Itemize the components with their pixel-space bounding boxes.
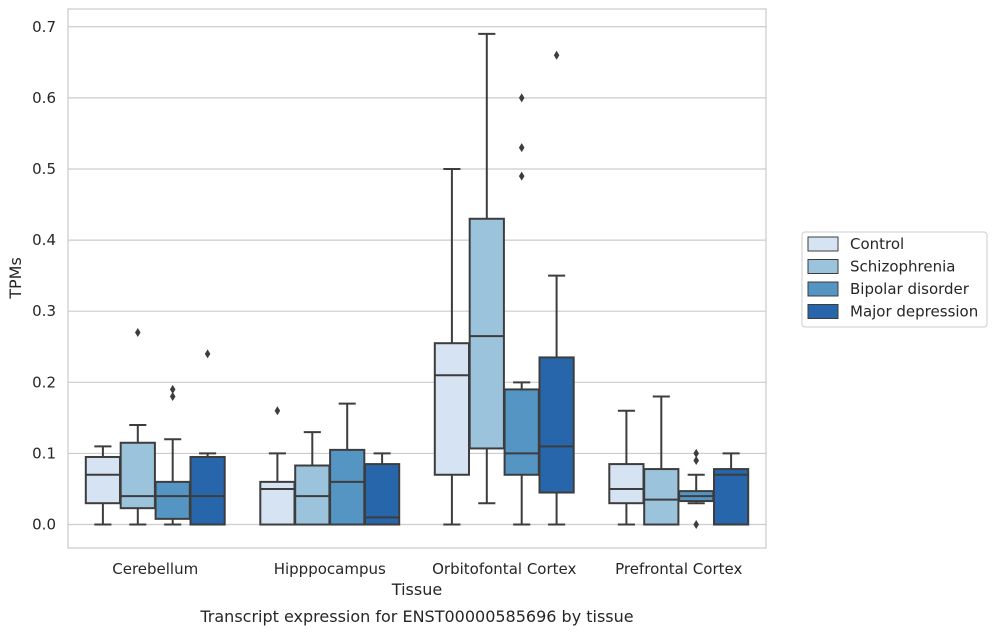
box: [608, 409, 645, 526]
plot-area-frame: [67, 8, 767, 549]
box-body: [433, 342, 471, 476]
series-control: [84, 167, 645, 526]
box: [433, 167, 471, 526]
y-tick-label: 0.6: [32, 89, 56, 107]
legend-swatch: [807, 304, 839, 319]
legend: Control Schizophrenia Bipolar disorder Majo…: [801, 231, 988, 328]
box: [643, 395, 680, 526]
box-body: [294, 464, 331, 526]
outlier-marker: [553, 50, 560, 60]
box-body: [84, 455, 122, 505]
outlier-marker: [693, 456, 699, 466]
y-tick-labels: 0.0 0.1 0.2 0.3 0.4 0.5 0.6 0.7: [32, 18, 56, 534]
series-bipolar-disorder: [154, 93, 715, 530]
box-body: [363, 463, 401, 526]
box-body: [608, 463, 645, 505]
legend-label: Control: [850, 235, 904, 253]
chart-caption: Transcript expression for ENST0000058569…: [199, 607, 633, 626]
series-schizophrenia: [119, 32, 680, 526]
gridlines: [68, 26, 766, 526]
y-tick-label: 0.3: [32, 302, 56, 320]
box-body: [119, 441, 156, 510]
legend-label: Schizophrenia: [850, 258, 955, 276]
box: [503, 93, 540, 526]
box: [294, 431, 331, 526]
legend-swatch: [807, 281, 839, 297]
outlier-marker: [274, 406, 281, 416]
x-tick-label: Orbitofontal Cortex: [432, 560, 576, 578]
legend-label: Major depression: [850, 303, 978, 321]
y-tick-label: 0.2: [32, 373, 56, 391]
outlier-marker: [693, 520, 699, 530]
x-axis-title: Tissue: [391, 580, 442, 599]
box: [154, 384, 191, 526]
y-tick-label: 0.4: [32, 231, 56, 249]
outlier-marker: [169, 384, 176, 394]
box-body: [503, 388, 540, 476]
outlier-marker: [693, 448, 699, 458]
box: [259, 406, 296, 526]
box-body: [329, 448, 366, 526]
x-tick-label: Cerebellum: [112, 560, 198, 578]
outlier-marker: [518, 93, 525, 103]
legend-frame: [801, 231, 988, 328]
box-body: [643, 468, 680, 526]
outlier-marker: [518, 143, 525, 153]
box: [363, 452, 401, 526]
box: [119, 328, 156, 526]
legend-swatch: [807, 259, 839, 274]
box-series: [84, 32, 750, 530]
legend-swatch: [807, 236, 839, 252]
outlier-marker: [204, 349, 211, 359]
box-body: [189, 455, 226, 526]
outlier-marker: [169, 392, 176, 402]
box-body: [712, 468, 750, 526]
y-tick-label: 0.7: [32, 18, 56, 36]
y-tick-label: 0.1: [32, 444, 56, 462]
x-tick-label: Hipppocampus: [274, 560, 386, 578]
x-tick-label: Prefrontal Cortex: [615, 560, 742, 578]
box: [712, 452, 750, 526]
box: [468, 32, 505, 505]
y-tick-label: 0.0: [32, 516, 56, 534]
box: [538, 50, 575, 526]
outlier-marker: [135, 328, 141, 338]
box: [84, 445, 122, 526]
x-tick-labels: Cerebellum Hipppocampus Orbitofontal Corte…: [112, 560, 742, 578]
y-axis-title: TPMs: [6, 257, 25, 300]
box-body: [154, 480, 191, 520]
box-body: [468, 217, 505, 450]
series-major-depression: [189, 50, 750, 526]
y-tick-label: 0.5: [32, 160, 56, 178]
box-body: [538, 356, 575, 494]
box: [189, 349, 226, 526]
outlier-marker: [518, 171, 525, 181]
legend-label: Bipolar disorder: [850, 280, 970, 298]
box: [678, 448, 715, 530]
box: [329, 402, 366, 526]
